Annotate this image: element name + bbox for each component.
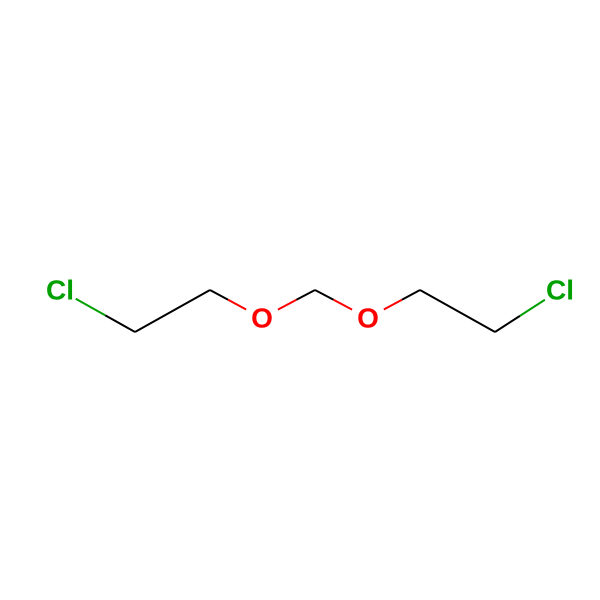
bond-segment xyxy=(315,290,334,300)
molecule-canvas: Cl O O Cl xyxy=(0,0,600,600)
bond-segment xyxy=(210,290,228,300)
bond-segment xyxy=(495,316,520,332)
bond-segment xyxy=(76,299,106,316)
bond-segment xyxy=(228,300,246,310)
bond-segment xyxy=(296,290,315,300)
bonds-group xyxy=(76,290,545,332)
bond xyxy=(135,290,210,332)
bond-segment xyxy=(278,300,297,310)
bond xyxy=(420,290,495,332)
bond-segment xyxy=(520,300,545,316)
bond-segment xyxy=(384,300,402,310)
atom-label-o: O xyxy=(251,303,273,334)
atom-label-o: O xyxy=(357,303,379,334)
atoms-group: Cl O O Cl xyxy=(46,275,574,334)
bond-segment xyxy=(402,290,420,300)
bond-segment xyxy=(105,315,135,332)
atom-label-cl: Cl xyxy=(46,275,74,306)
bond-segment xyxy=(334,300,353,310)
atom-label-cl: Cl xyxy=(546,275,574,306)
